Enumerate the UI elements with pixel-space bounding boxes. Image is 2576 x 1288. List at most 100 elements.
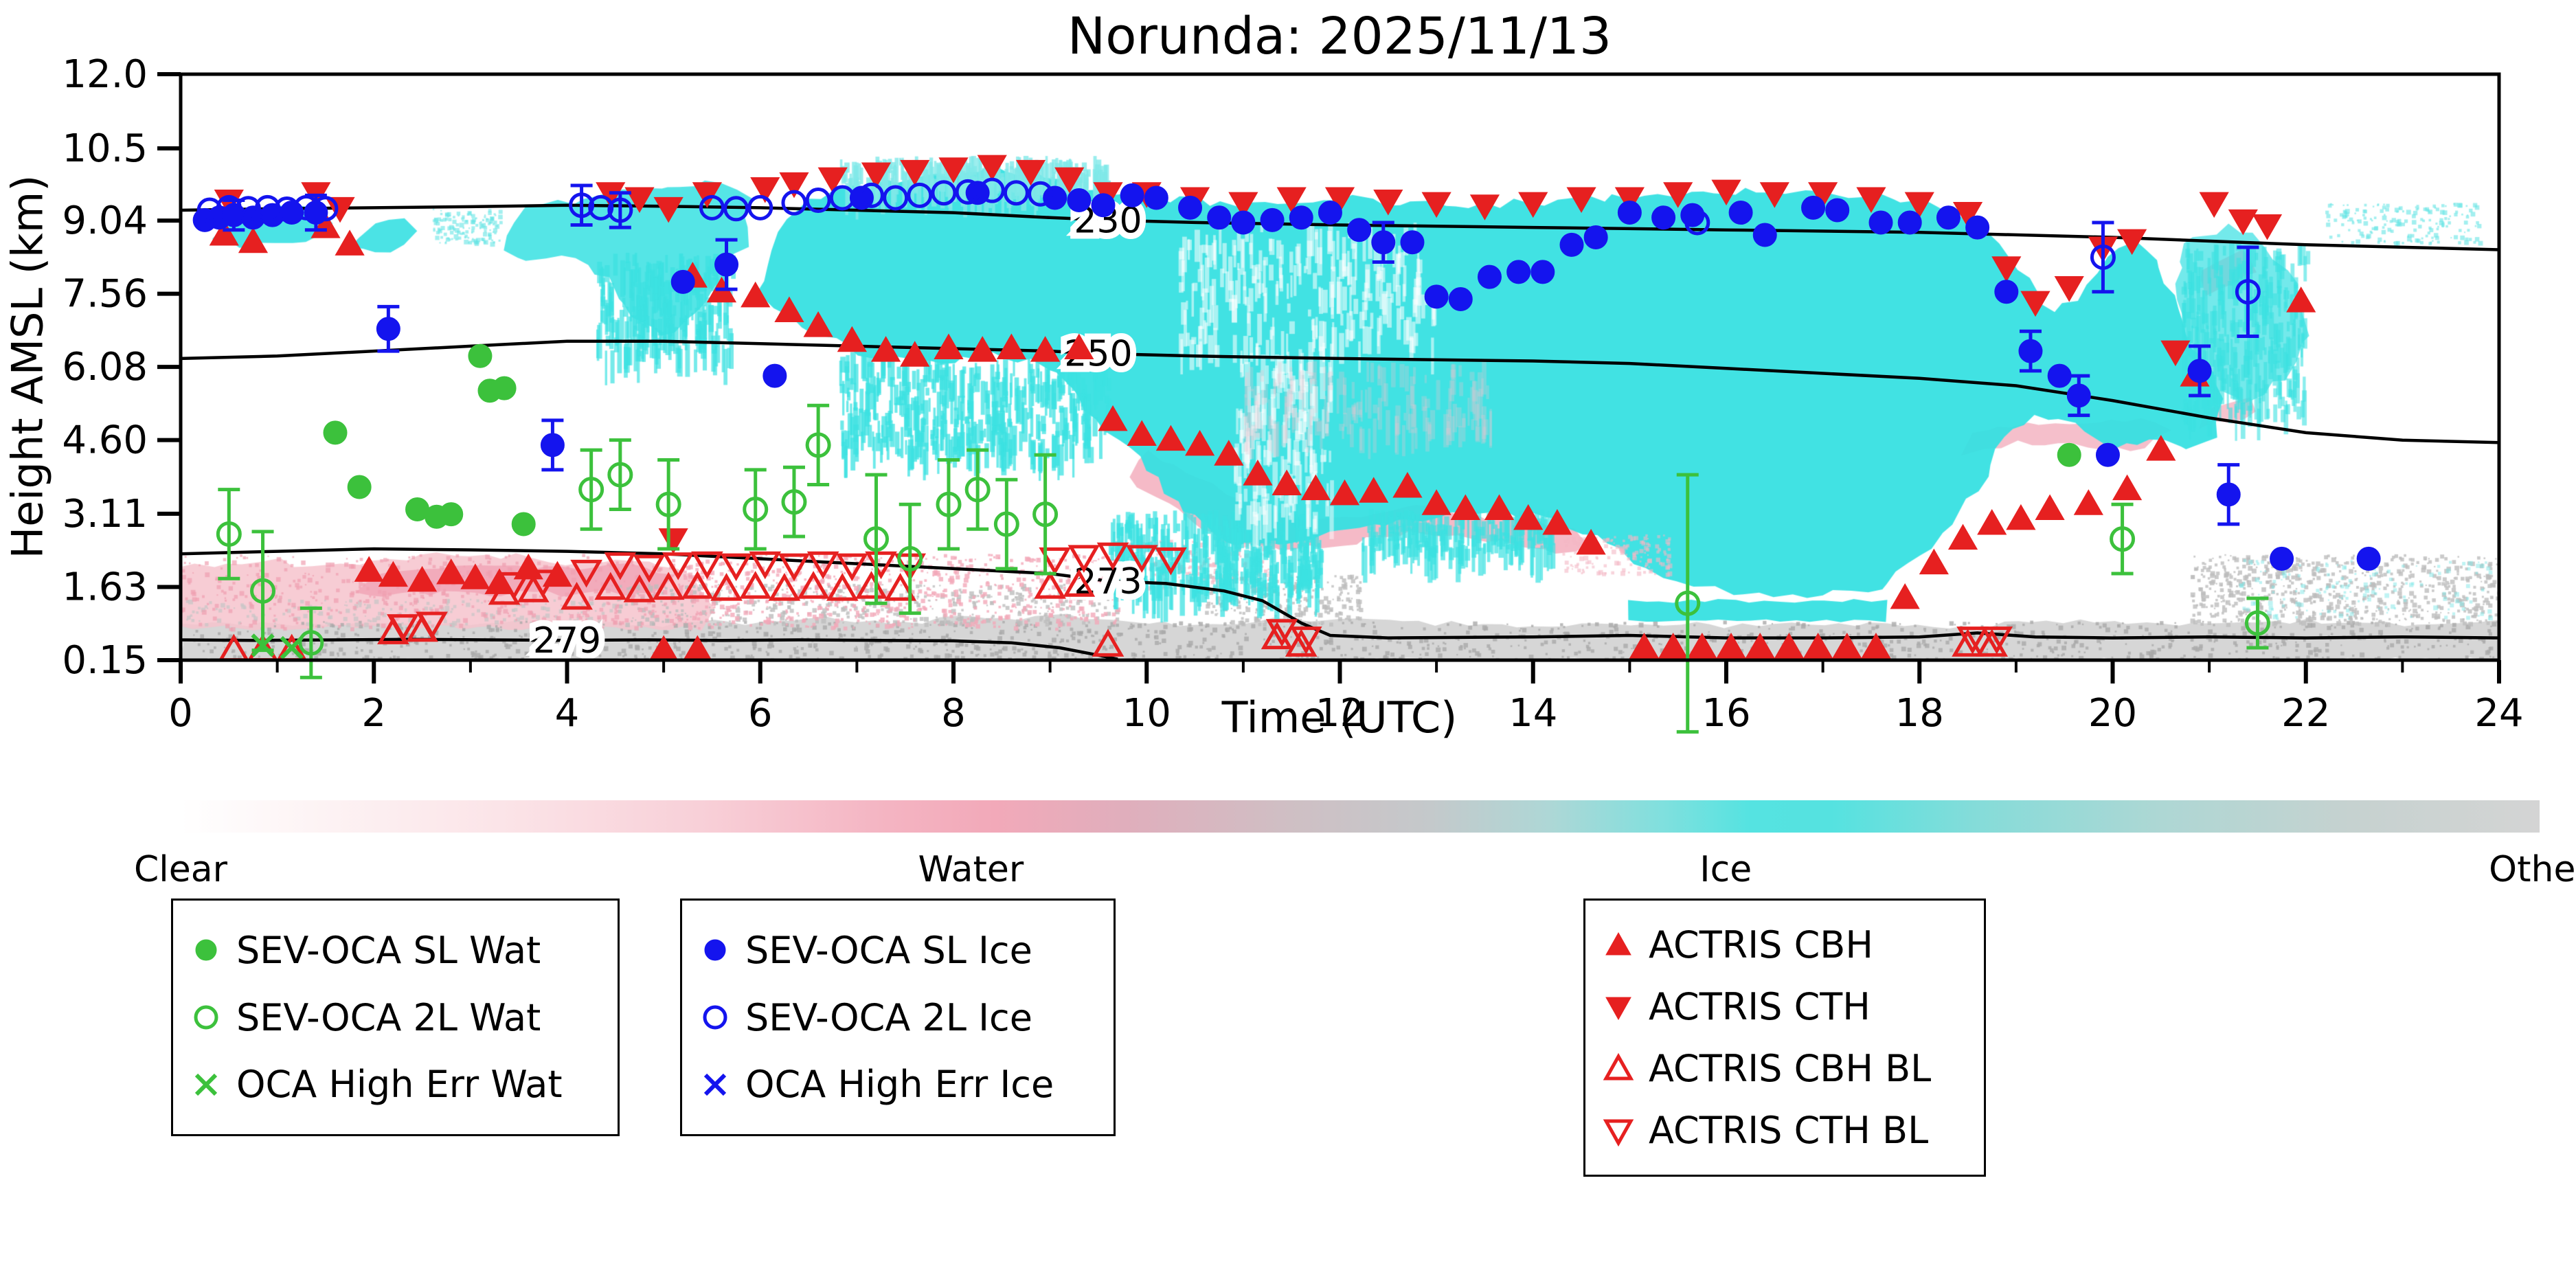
actris-cth-marker: [1856, 187, 1886, 213]
colorbar-label-water: Water: [918, 849, 1024, 890]
sl-ice-marker: [2187, 359, 2212, 383]
two-l-ice-marker: [883, 185, 909, 211]
legend-label: OCA High Err Wat: [236, 1063, 563, 1107]
actris-cbh-marker: [1155, 425, 1186, 451]
legend-label: SEV-OCA 2L Wat: [236, 995, 541, 1039]
two-l-ice-marker: [1684, 210, 1710, 236]
actris-cth-marker: [977, 155, 1007, 181]
legend-item-sev-oca-sl-ice: SEV-OCA SL Ice: [696, 929, 1100, 972]
legend-label: SEV-OCA SL Wat: [236, 928, 541, 972]
open-circle-marker-icon: [187, 1001, 225, 1034]
legend-marker-shape: [703, 1073, 727, 1096]
legend-item-actris-cth-bl: ACTRIS CTH BL: [1599, 1109, 1970, 1152]
actris-cbh-marker: [1576, 528, 1606, 555]
two-l-wat-marker: [216, 521, 242, 547]
actris-cth-bl-marker: [1289, 626, 1322, 655]
actris-cbh-marker: [1745, 632, 1775, 659]
legend-marker-shape: [195, 939, 217, 961]
legend-marker-shape: [704, 939, 726, 961]
sl-ice-marker: [1477, 264, 1502, 289]
legend-marker-glyph: [194, 1005, 218, 1030]
sl-ice-marker: [2047, 363, 2072, 388]
legend-item-oca-high-err-ice: OCA High Err Ice: [696, 1063, 1100, 1106]
actris-cbh-bl-marker: [681, 571, 714, 599]
legend-marker-shape: [194, 1005, 218, 1030]
actris-cbh-marker: [1127, 420, 1157, 446]
contour-line: [180, 339, 2500, 444]
axis-tick-label: 20: [2088, 691, 2137, 736]
sl-wat-marker: [492, 376, 517, 400]
two-l-ice-marker: [216, 194, 242, 221]
axis-tick-label: 24: [2474, 691, 2523, 736]
legend-item-oca-high-err-wat: OCA High Err Wat: [187, 1063, 604, 1106]
axis-tick-label: 14: [1509, 691, 1557, 736]
colorbar: [181, 800, 2540, 833]
actris-cth-bl-marker: [778, 553, 811, 582]
sl-ice-marker: [1868, 210, 1893, 235]
actris-cbh-marker: [1098, 405, 1128, 431]
legend-item-actris-cbh: ACTRIS CBH: [1599, 923, 1970, 967]
sl-wat-marker: [468, 343, 493, 368]
sl-ice-marker: [1617, 201, 1642, 225]
filled-circle-marker-icon: [187, 934, 225, 967]
sl-ice-marker: [1801, 195, 1826, 220]
axis-tick-label: 1.63: [62, 565, 148, 609]
error-bar: [2246, 596, 2269, 650]
legend-item-sev-oca-2l-ice: SEV-OCA 2L Ice: [696, 996, 1100, 1039]
actris-cbh-marker: [542, 561, 573, 587]
actris-cbh-marker: [1243, 460, 1273, 486]
actris-cbh-marker: [209, 219, 239, 246]
actris-cth-marker: [1518, 192, 1548, 218]
actris-cbh-marker: [1214, 440, 1244, 466]
actris-cth-marker: [750, 177, 780, 203]
actris-cbh-marker: [934, 333, 964, 360]
two-l-ice-marker: [858, 182, 884, 208]
axis-tick-label: 10: [1122, 691, 1171, 736]
axis-tick-label: 4: [555, 691, 580, 736]
actris-cbh-marker: [1359, 477, 1389, 503]
series-two-l-wat: [216, 403, 2270, 734]
actris-cth-marker: [1663, 182, 1693, 208]
actris-cth-bl-marker: [806, 551, 839, 580]
sl-ice-marker: [540, 433, 565, 457]
two-l-ice-marker: [781, 190, 807, 216]
actris-cbh-marker: [1184, 429, 1215, 456]
sl-ice-marker: [2356, 546, 2381, 571]
actris-cbh-marker: [2035, 494, 2065, 520]
actris-cth-marker: [2252, 214, 2283, 240]
axis-tick-label: 7.56: [62, 272, 148, 317]
sl-ice-marker: [1371, 230, 1396, 255]
axis-tick-label: 6.08: [62, 345, 148, 389]
actris-cth-marker: [1469, 194, 1500, 221]
actris-cth-marker: [1614, 187, 1645, 213]
actris-cbh-marker: [1977, 509, 2007, 535]
actris-cbh-bl-marker: [710, 573, 743, 601]
error-bar: [865, 473, 888, 605]
actris-cbh-marker: [870, 336, 901, 362]
actris-cbh-marker: [2006, 504, 2036, 530]
two-l-ice-marker: [235, 196, 261, 222]
legend-label: ACTRIS CTH: [1649, 985, 1871, 1028]
actris-cth-bl-marker: [1096, 542, 1129, 571]
open-triangle-up-marker-icon: [1599, 1052, 1638, 1085]
actris-cbh-bl-marker: [594, 572, 627, 600]
actris-cbh-marker: [1392, 472, 1423, 498]
sl-ice-marker: [1752, 223, 1777, 247]
two-l-ice-marker: [293, 194, 319, 221]
two-l-ice-marker: [931, 180, 957, 206]
two-l-wat-marker: [655, 491, 681, 517]
axis-tick-label: 4.60: [62, 418, 148, 463]
legend-label: SEV-OCA 2L Ice: [745, 995, 1032, 1039]
error-bar: [2111, 502, 2134, 576]
legend-marker-glyph: [704, 939, 726, 961]
actris-cbh-marker: [1832, 632, 1862, 659]
actris-cbh-marker: [2073, 489, 2103, 515]
x-axis-label: Time (UTC): [1221, 692, 1458, 743]
sl-ice-marker: [1347, 218, 1372, 242]
actris-cbh-marker: [335, 229, 365, 256]
actris-cbh-marker: [1542, 509, 1572, 535]
two-l-wat-marker: [1032, 501, 1059, 528]
axis-tick-label: 10.5: [62, 126, 148, 171]
actris-cth-bl-marker: [1039, 547, 1071, 576]
